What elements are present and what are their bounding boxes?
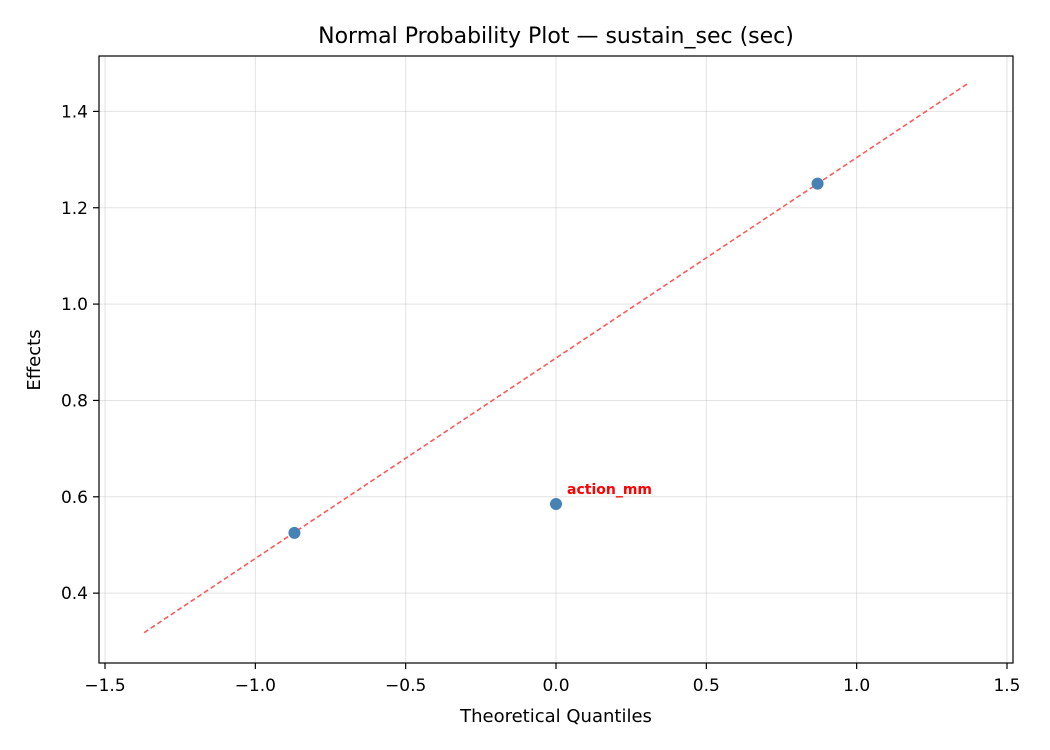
annotation-layer: action_mm bbox=[567, 482, 652, 498]
x-tick-label: 1.5 bbox=[993, 676, 1020, 696]
x-axis-label: Theoretical Quantiles bbox=[459, 706, 652, 727]
x-tick-label: −1.0 bbox=[235, 676, 276, 696]
grid-lines bbox=[99, 56, 1013, 663]
x-tick-label: 0.5 bbox=[693, 676, 720, 696]
x-tick-label: −1.5 bbox=[84, 676, 125, 696]
y-tick-label: 0.6 bbox=[61, 488, 88, 508]
point-annotation: action_mm bbox=[567, 482, 652, 498]
x-tick-label: 1.0 bbox=[843, 676, 870, 696]
y-axis-label: Effects bbox=[24, 329, 45, 390]
data-point bbox=[288, 526, 301, 539]
y-tick-label: 0.8 bbox=[61, 391, 88, 411]
x-tick-label: 0.0 bbox=[542, 676, 569, 696]
x-tick-label: −0.5 bbox=[385, 676, 426, 696]
y-tick-label: 1.0 bbox=[61, 295, 88, 315]
y-axis: 0.4 0.6 0.8 1.0 1.2 1.4 bbox=[61, 102, 99, 604]
reference-line-layer bbox=[143, 82, 969, 634]
y-tick-label: 1.2 bbox=[61, 199, 88, 219]
data-point bbox=[550, 498, 562, 511]
y-tick-label: 0.4 bbox=[61, 584, 88, 604]
chart-title: Normal Probability Plot — sustain_sec (s… bbox=[318, 24, 794, 49]
x-axis: −1.5 −1.0 −0.5 0.0 0.5 1.0 1.5 bbox=[84, 663, 1021, 696]
reference-line bbox=[143, 82, 969, 634]
data-point bbox=[811, 177, 824, 190]
y-tick-label: 1.4 bbox=[61, 102, 88, 122]
points-layer bbox=[288, 177, 824, 539]
